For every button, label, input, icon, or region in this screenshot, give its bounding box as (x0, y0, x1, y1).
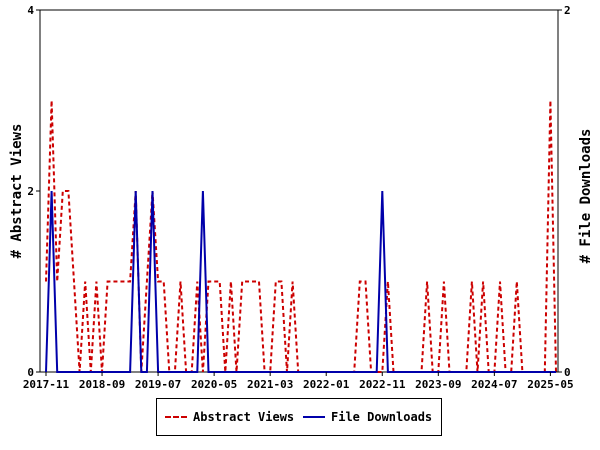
left-tick-label: 4 (27, 4, 34, 17)
x-tick-label: 2020-05 (191, 378, 237, 391)
x-tick-label: 2019-07 (135, 378, 181, 391)
y2-axis-title: # File Downloads (578, 129, 594, 264)
right-tick-label: 0 (564, 366, 571, 379)
right-tick-label: 2 (564, 4, 571, 17)
legend-swatch-file-downloads (303, 416, 325, 418)
x-tick-label: 2022-11 (359, 378, 406, 391)
left-tick-label: 2 (27, 185, 34, 198)
x-tick-label: 2025-05 (527, 378, 573, 391)
series-line-abstract-views (45, 100, 557, 373)
legend-label-abstract-views: Abstract Views (193, 410, 295, 424)
x-axis: 2017-11 2018-09 2019-07 2020-05 2021-03 2022-… (23, 372, 574, 391)
x-tick-label: 2022-01 (303, 378, 350, 391)
x-tick-label: 2024-07 (471, 378, 517, 391)
legend-item-abstract-views: Abstract Views (165, 410, 294, 424)
left-tick-label: 0 (27, 366, 34, 379)
plot-area (39, 9, 559, 373)
legend-item-file-downloads: File Downloads (303, 410, 432, 424)
left-axis: 0 2 4 (27, 4, 40, 379)
x-tick-label: 2018-09 (79, 378, 125, 391)
x-tick-label: 2023-09 (415, 378, 461, 391)
x-tick-label: 2021-03 (247, 378, 293, 391)
series-layer (45, 100, 557, 373)
legend-swatch-abstract-views (165, 416, 187, 418)
legend-label-file-downloads: File Downloads (331, 410, 433, 424)
legend: Abstract Views File Downloads (156, 398, 442, 436)
right-axis: 02 (558, 4, 571, 379)
y-axis-title: # Abstract Views (9, 124, 25, 259)
x-tick-label: 2017-11 (23, 378, 70, 391)
series-line-file-downloads (45, 190, 556, 373)
